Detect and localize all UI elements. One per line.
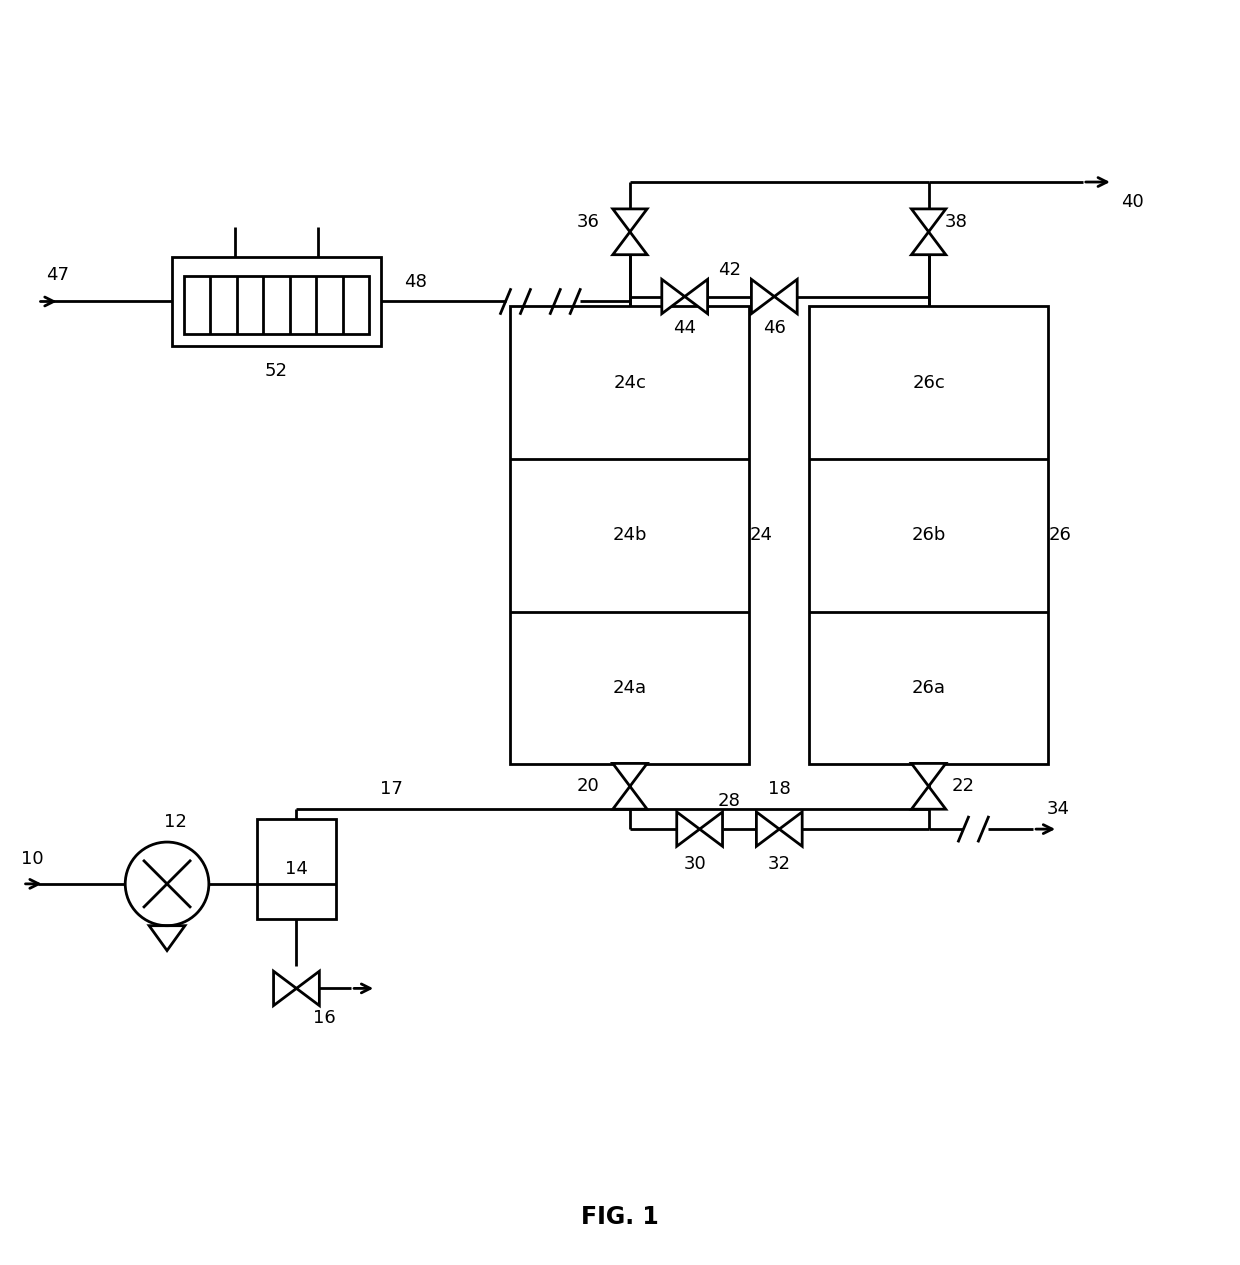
Bar — [184, 276, 370, 334]
Text: 52: 52 — [265, 362, 288, 381]
Text: 34: 34 — [1047, 801, 1070, 818]
Text: 22: 22 — [952, 777, 975, 796]
Text: 24a: 24a — [613, 679, 647, 697]
Bar — [511, 306, 749, 764]
Polygon shape — [911, 231, 946, 254]
Text: 32: 32 — [768, 855, 791, 873]
Polygon shape — [274, 972, 296, 1006]
Text: 12: 12 — [164, 813, 186, 831]
Text: 14: 14 — [285, 860, 308, 878]
Polygon shape — [911, 209, 946, 231]
Polygon shape — [684, 280, 708, 314]
Polygon shape — [677, 812, 699, 846]
Text: 24b: 24b — [613, 526, 647, 544]
Polygon shape — [756, 812, 779, 846]
Bar — [172, 257, 381, 347]
Polygon shape — [613, 763, 647, 787]
Text: 10: 10 — [21, 850, 43, 868]
Text: 16: 16 — [312, 1009, 336, 1027]
Polygon shape — [911, 787, 946, 810]
Text: 20: 20 — [577, 777, 599, 796]
Bar — [810, 306, 1048, 764]
Text: 18: 18 — [768, 781, 791, 798]
Text: 26b: 26b — [911, 526, 946, 544]
Text: 28: 28 — [718, 792, 742, 811]
Polygon shape — [613, 787, 647, 810]
Text: 40: 40 — [1121, 194, 1145, 211]
Polygon shape — [699, 812, 723, 846]
Text: 42: 42 — [718, 261, 742, 278]
Bar — [257, 820, 336, 918]
Text: 24c: 24c — [614, 373, 646, 392]
Polygon shape — [751, 280, 774, 314]
Text: 26a: 26a — [911, 679, 946, 697]
Text: 30: 30 — [683, 855, 706, 873]
Polygon shape — [662, 280, 684, 314]
Polygon shape — [296, 972, 320, 1006]
Text: 47: 47 — [46, 266, 69, 283]
Text: 36: 36 — [577, 213, 600, 230]
Text: 17: 17 — [379, 781, 403, 798]
Text: 48: 48 — [404, 272, 428, 291]
Text: FIG. 1: FIG. 1 — [582, 1206, 658, 1230]
Polygon shape — [613, 231, 647, 254]
Text: 26: 26 — [1049, 526, 1071, 544]
Polygon shape — [911, 763, 946, 787]
Text: 24: 24 — [750, 526, 773, 544]
Text: 44: 44 — [673, 319, 696, 338]
Polygon shape — [779, 812, 802, 846]
Text: 46: 46 — [763, 319, 786, 338]
Polygon shape — [774, 280, 797, 314]
Polygon shape — [613, 209, 647, 231]
Text: 26c: 26c — [913, 373, 945, 392]
Text: 38: 38 — [945, 213, 968, 230]
